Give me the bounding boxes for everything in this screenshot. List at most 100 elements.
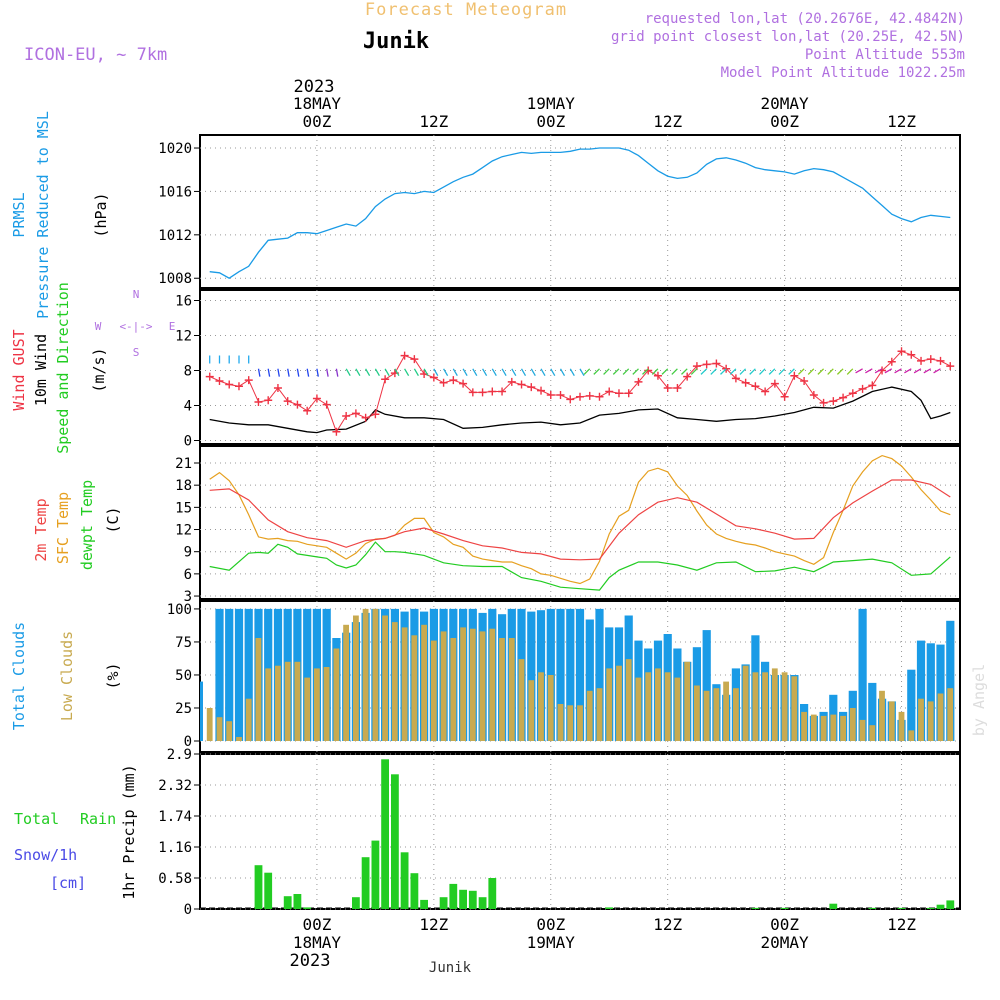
watermark: by Angel: [970, 664, 988, 736]
bottom-year: 2023: [290, 951, 331, 971]
total-clouds-label: Total Clouds: [10, 622, 28, 730]
low-cloud-bar: [810, 714, 817, 741]
low-cloud-bar: [440, 631, 447, 741]
low-cloud-bar: [577, 705, 583, 741]
wind-gust-point: [712, 359, 721, 368]
wind-direction-arrow: [700, 368, 708, 375]
precip-bar: [449, 883, 458, 909]
low-cloud-bar: [275, 665, 281, 741]
wind-gust-point: [848, 389, 857, 398]
y-tick-label: 2.32: [158, 778, 192, 794]
wind-direction-arrow: [530, 368, 536, 377]
compass-south: S: [133, 346, 140, 359]
wind-direction-arrow: [277, 368, 280, 377]
wind-gust-point: [361, 413, 370, 422]
wind-direction-arrow: [904, 368, 912, 374]
precip-bar: [468, 890, 477, 909]
wind-gust-point: [595, 392, 604, 401]
low-cloud-bar: [723, 681, 729, 741]
total-cloud-bar: [234, 608, 244, 741]
low-cloud-bar: [518, 659, 525, 741]
top-hour-label: 12Z: [419, 112, 448, 131]
precip-unit-label: 1hr Precip (mm): [120, 764, 138, 899]
wind-gust-point: [741, 378, 750, 387]
low-cloud-bar: [216, 717, 223, 741]
low-cloud-bar: [918, 698, 924, 741]
wind-gust-point: [770, 379, 779, 388]
prmsl-label: PRMSL: [10, 192, 28, 237]
temp-2m-label: 2m Temp: [32, 498, 50, 561]
wind-direction-arrow: [933, 368, 941, 374]
precip-bar: [459, 889, 467, 909]
precip-bar: [829, 903, 838, 909]
low-cloud-bar: [206, 708, 213, 741]
wind-direction-arrow: [768, 368, 776, 375]
low-cloud-bar: [411, 635, 418, 741]
top-date-label: 19MAY: [527, 94, 576, 113]
low-cloud-bar: [664, 672, 671, 741]
low-cloud-bar: [927, 701, 934, 741]
y-tick-label: 1008: [158, 271, 192, 287]
low-cloud-bar: [947, 688, 954, 741]
total-cloud-bar: [200, 681, 203, 741]
low-cloud-bar: [557, 704, 564, 741]
total-cloud-bar: [916, 640, 926, 741]
y-tick-label: 100: [167, 602, 192, 618]
cloud-labels: Total Clouds Low Clouds (%): [10, 622, 122, 730]
wind-gust-point: [887, 357, 896, 366]
temp-labels: 2m Temp SFC Temp dewpt Temp (C): [32, 480, 122, 570]
precip-bar: [478, 897, 487, 909]
wind-direction-arrow: [491, 368, 497, 377]
y-tick-label: 0.58: [158, 871, 192, 887]
y-tick-label: 2.9: [167, 747, 192, 763]
low-cloud-bar: [353, 615, 359, 741]
low-cloud-bar: [323, 667, 330, 741]
grid-point-coords: grid point closest lon,lat (20.25E, 42.5…: [611, 29, 965, 45]
wind-gust-point: [829, 397, 838, 406]
wind-gust-point: [634, 377, 643, 386]
low-cloud-bar: [421, 624, 427, 741]
wind-gust-point: [449, 376, 458, 385]
total-cloud-bar: [527, 611, 536, 741]
wind-gust-point: [780, 392, 789, 401]
wind-gust-point: [663, 384, 672, 392]
wind-direction-arrow: [540, 368, 546, 377]
wind-gust-point: [897, 347, 906, 356]
low-cloud-bar: [489, 628, 496, 741]
wind-direction-arrow: [836, 368, 844, 375]
low-clouds-label: Low Clouds: [58, 631, 76, 721]
precip-bar: [400, 852, 409, 909]
low-cloud-bar: [888, 701, 895, 741]
wind-direction-arrow: [413, 368, 419, 377]
wind-gust-point: [410, 355, 419, 364]
low-cloud-bar: [547, 675, 554, 741]
low-cloud-bar: [742, 665, 749, 741]
wind-gust-point: [946, 362, 955, 371]
wind-direction-arrow: [865, 368, 873, 374]
prmsl-line: [209, 147, 951, 279]
low-cloud-bar: [528, 680, 535, 741]
model-label: ICON-EU, ~ 7km: [24, 45, 167, 65]
precip-bar: [391, 774, 399, 909]
wind-gust-point: [342, 412, 351, 420]
y-tick-label: 1020: [158, 141, 192, 157]
wind-direction-arrow: [720, 368, 727, 375]
sfc-temp-line: [209, 454, 951, 585]
bottom-hour-label: 00Z: [536, 915, 565, 934]
y-tick-label: 3: [184, 589, 192, 605]
bottom-date-label: 20MAY: [761, 933, 810, 952]
wind-gust-point: [605, 387, 614, 396]
low-cloud-bar: [245, 698, 252, 741]
low-cloud-bar: [606, 668, 613, 741]
precip-panel: 0 0.58 1.16 1.74 2.32 2.9: [158, 747, 961, 918]
wind-direction-arrow: [520, 368, 527, 377]
pressure-labels: PRMSL Pressure Reduced to MSL (hPa): [10, 111, 110, 319]
wind-direction-arrow: [559, 368, 566, 377]
low-cloud-bar: [450, 638, 457, 741]
wind-gust-point: [517, 380, 526, 389]
wind-gust-point: [322, 400, 331, 409]
wind-direction-arrow: [593, 368, 600, 375]
wind-panel: 0 4 8 12 16: [175, 289, 961, 450]
total-cloud-bar: [907, 669, 916, 741]
wind-direction-arrow: [651, 368, 659, 375]
